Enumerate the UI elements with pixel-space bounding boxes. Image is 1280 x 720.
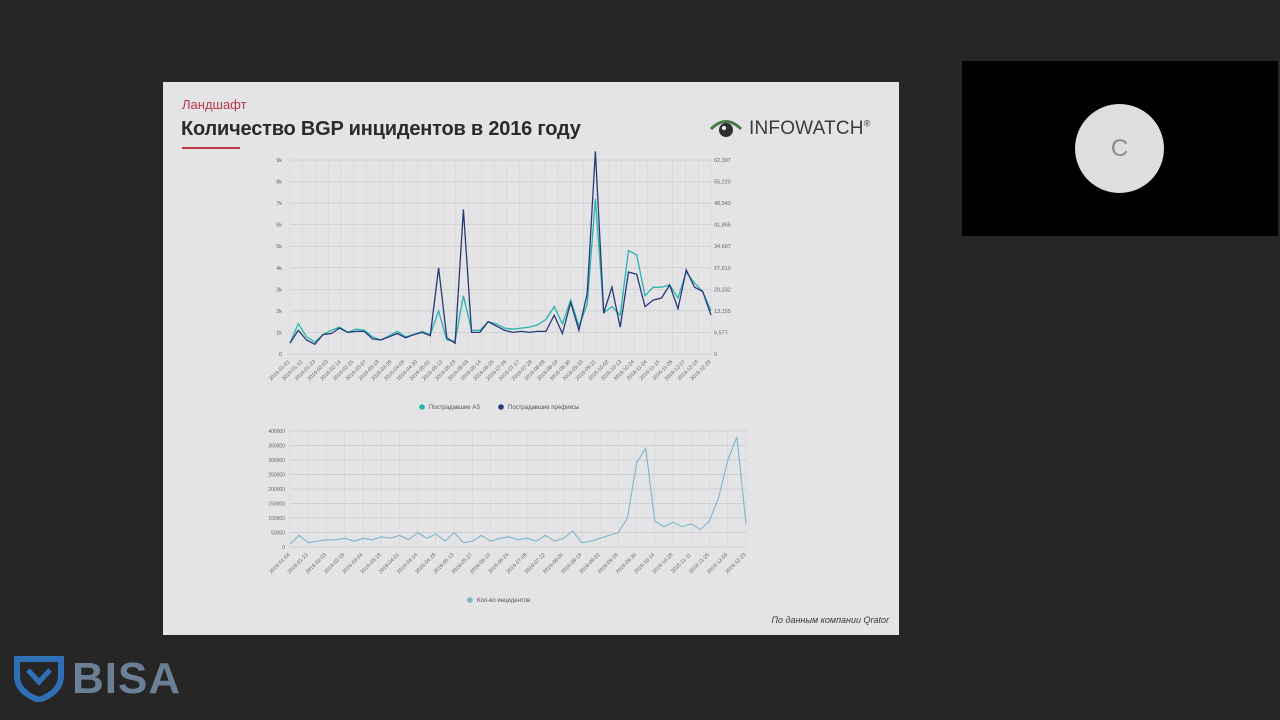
incident-count-chart: 0 50000 100000 150000 200000 250000 300000 3500… bbox=[268, 429, 747, 604]
y-tick-left: 0 bbox=[279, 352, 282, 358]
source-note: По данным компании Qrator bbox=[771, 615, 889, 625]
y-tick-right: 27,510 bbox=[714, 266, 731, 272]
logo-text: INFOWATCH® bbox=[749, 118, 871, 139]
participant-video-tile[interactable]: C bbox=[962, 61, 1278, 236]
y-tick-left: 1k bbox=[276, 330, 282, 336]
y-tick-right: 34,687 bbox=[714, 244, 731, 250]
y-tick: 250000 bbox=[268, 473, 285, 479]
section-label: Ландшафт bbox=[182, 97, 247, 112]
y-tick: 50000 bbox=[271, 531, 285, 537]
bgp-incidents-chart: 0 0 1k 6,577 2k 13,155 3k 20,332 4k 27,510 5k 34,68… bbox=[268, 151, 731, 411]
y-tick-right: 62,397 bbox=[714, 158, 731, 164]
y-tick: 150000 bbox=[268, 502, 285, 508]
title-underline bbox=[182, 147, 240, 149]
participant-avatar: C bbox=[1075, 104, 1164, 193]
legend-marker bbox=[419, 404, 425, 410]
y-tick: 200000 bbox=[268, 487, 285, 493]
legend-label: Пострадавшие AS bbox=[429, 405, 480, 411]
bisa-text: BISA bbox=[72, 654, 182, 703]
y-tick-right: 13,155 bbox=[714, 309, 731, 315]
y-tick-left: 8k bbox=[276, 180, 282, 186]
y-tick-left: 2k bbox=[276, 309, 282, 315]
y-tick-left: 7k bbox=[276, 201, 282, 207]
y-tick-right: 0 bbox=[714, 352, 717, 358]
y-tick-right: 55,220 bbox=[714, 180, 731, 186]
y-tick-left: 3k bbox=[276, 287, 282, 293]
presentation-slide: Ландшафт Количество BGP инцидентов в 201… bbox=[163, 82, 899, 635]
shield-icon bbox=[14, 656, 64, 702]
legend-marker bbox=[467, 597, 473, 603]
y-tick-right: 20,332 bbox=[714, 287, 731, 293]
y-tick-left: 6k bbox=[276, 223, 282, 229]
bisa-logo: BISA bbox=[14, 654, 181, 704]
eye-logo-icon bbox=[709, 120, 743, 137]
y-tick: 100000 bbox=[268, 516, 285, 522]
series-line bbox=[289, 198, 712, 344]
series-line bbox=[289, 436, 747, 545]
y-tick-right: 6,577 bbox=[714, 330, 728, 336]
y-tick: 300000 bbox=[268, 458, 285, 464]
y-tick-right: 41,865 bbox=[714, 223, 731, 229]
y-tick-left: 9k bbox=[276, 158, 282, 164]
y-tick: 0 bbox=[282, 545, 285, 551]
y-tick: 400000 bbox=[268, 429, 285, 435]
legend-label: Пострадавшие префиксы bbox=[508, 405, 579, 411]
y-tick-left: 5k bbox=[276, 244, 282, 250]
legend-marker bbox=[498, 404, 504, 410]
y-tick-left: 4k bbox=[276, 266, 282, 272]
legend-label: Кол-во инцидентов bbox=[477, 598, 530, 604]
infowatch-logo: INFOWATCH® bbox=[709, 114, 871, 144]
y-tick: 350000 bbox=[268, 444, 285, 450]
y-tick-right: 48,043 bbox=[714, 201, 731, 207]
series-line bbox=[289, 151, 712, 346]
slide-title: Количество BGP инцидентов в 2016 году bbox=[181, 118, 581, 140]
